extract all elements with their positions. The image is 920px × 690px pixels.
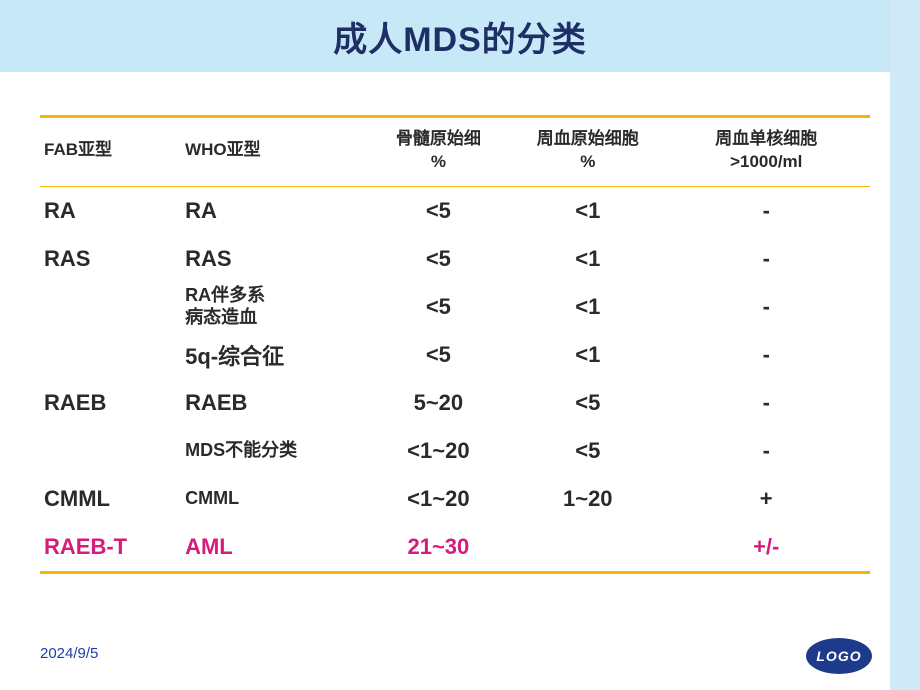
th-fab: FAB亚型 [40, 118, 181, 186]
th-bm: 骨髓原始细% [364, 118, 513, 186]
cell-fab: RAEB-T [40, 523, 181, 571]
table-row: RASRAS<5<1- [40, 235, 870, 283]
cell-bm: 21~30 [364, 523, 513, 571]
cell-mono: - [662, 331, 870, 379]
page-title: 成人MDS的分类 [333, 12, 587, 61]
right-rail [890, 0, 920, 690]
cell-fab [40, 427, 181, 475]
cell-who: CMML [181, 475, 364, 523]
table-row: RAEB-TAML21~30 +/- [40, 523, 870, 571]
cell-fab: RAS [40, 235, 181, 283]
cell-pb: <5 [513, 427, 662, 475]
th-who: WHO亚型 [181, 118, 364, 186]
cell-who: RA [181, 187, 364, 235]
content-area: FAB亚型 WHO亚型 骨髓原始细% 周血原始细胞% 周血单核细胞>1000/m… [40, 115, 870, 574]
classification-table-body: RARA<5<1-RASRAS<5<1-RA伴多系病态造血<5<1-5q-综合征… [40, 187, 870, 571]
cell-pb [513, 523, 662, 571]
cell-bm: <1~20 [364, 475, 513, 523]
cell-pb: <1 [513, 331, 662, 379]
table-row: RAEBRAEB5~20<5- [40, 379, 870, 427]
cell-bm: <5 [364, 235, 513, 283]
th-pb: 周血原始细胞% [513, 118, 662, 186]
cell-pb: <5 [513, 379, 662, 427]
table-row: CMMLCMML<1~201~20+ [40, 475, 870, 523]
logo-badge: LOGO [806, 638, 872, 674]
table-row: 5q-综合征<5<1- [40, 331, 870, 379]
cell-who: RA伴多系病态造血 [181, 283, 364, 331]
table-row: RA伴多系病态造血<5<1- [40, 283, 870, 331]
cell-pb: <1 [513, 235, 662, 283]
footer-date: 2024/9/5 [40, 645, 98, 662]
cell-mono: - [662, 187, 870, 235]
cell-fab [40, 283, 181, 331]
cell-mono: +/- [662, 523, 870, 571]
cell-bm: <5 [364, 187, 513, 235]
cell-fab: RAEB [40, 379, 181, 427]
table-row: MDS不能分类<1~20<5- [40, 427, 870, 475]
cell-pb: <1 [513, 283, 662, 331]
table-row: RARA<5<1- [40, 187, 870, 235]
cell-mono: - [662, 427, 870, 475]
rule-bottom [40, 571, 870, 574]
cell-mono: - [662, 379, 870, 427]
cell-mono: - [662, 235, 870, 283]
cell-who: RAEB [181, 379, 364, 427]
cell-who: RAS [181, 235, 364, 283]
cell-who: MDS不能分类 [181, 427, 364, 475]
title-band: 成人MDS的分类 [0, 0, 920, 72]
cell-pb: 1~20 [513, 475, 662, 523]
th-mono: 周血单核细胞>1000/ml [662, 118, 870, 186]
cell-bm: <1~20 [364, 427, 513, 475]
cell-bm: 5~20 [364, 379, 513, 427]
cell-pb: <1 [513, 187, 662, 235]
cell-fab: RA [40, 187, 181, 235]
cell-mono: + [662, 475, 870, 523]
cell-bm: <5 [364, 283, 513, 331]
table-header-row: FAB亚型 WHO亚型 骨髓原始细% 周血原始细胞% 周血单核细胞>1000/m… [40, 118, 870, 186]
cell-bm: <5 [364, 331, 513, 379]
cell-mono: - [662, 283, 870, 331]
cell-fab: CMML [40, 475, 181, 523]
cell-who: AML [181, 523, 364, 571]
classification-table: FAB亚型 WHO亚型 骨髓原始细% 周血原始细胞% 周血单核细胞>1000/m… [40, 118, 870, 186]
cell-who: 5q-综合征 [181, 331, 364, 379]
logo-text: LOGO [816, 648, 861, 664]
cell-fab [40, 331, 181, 379]
